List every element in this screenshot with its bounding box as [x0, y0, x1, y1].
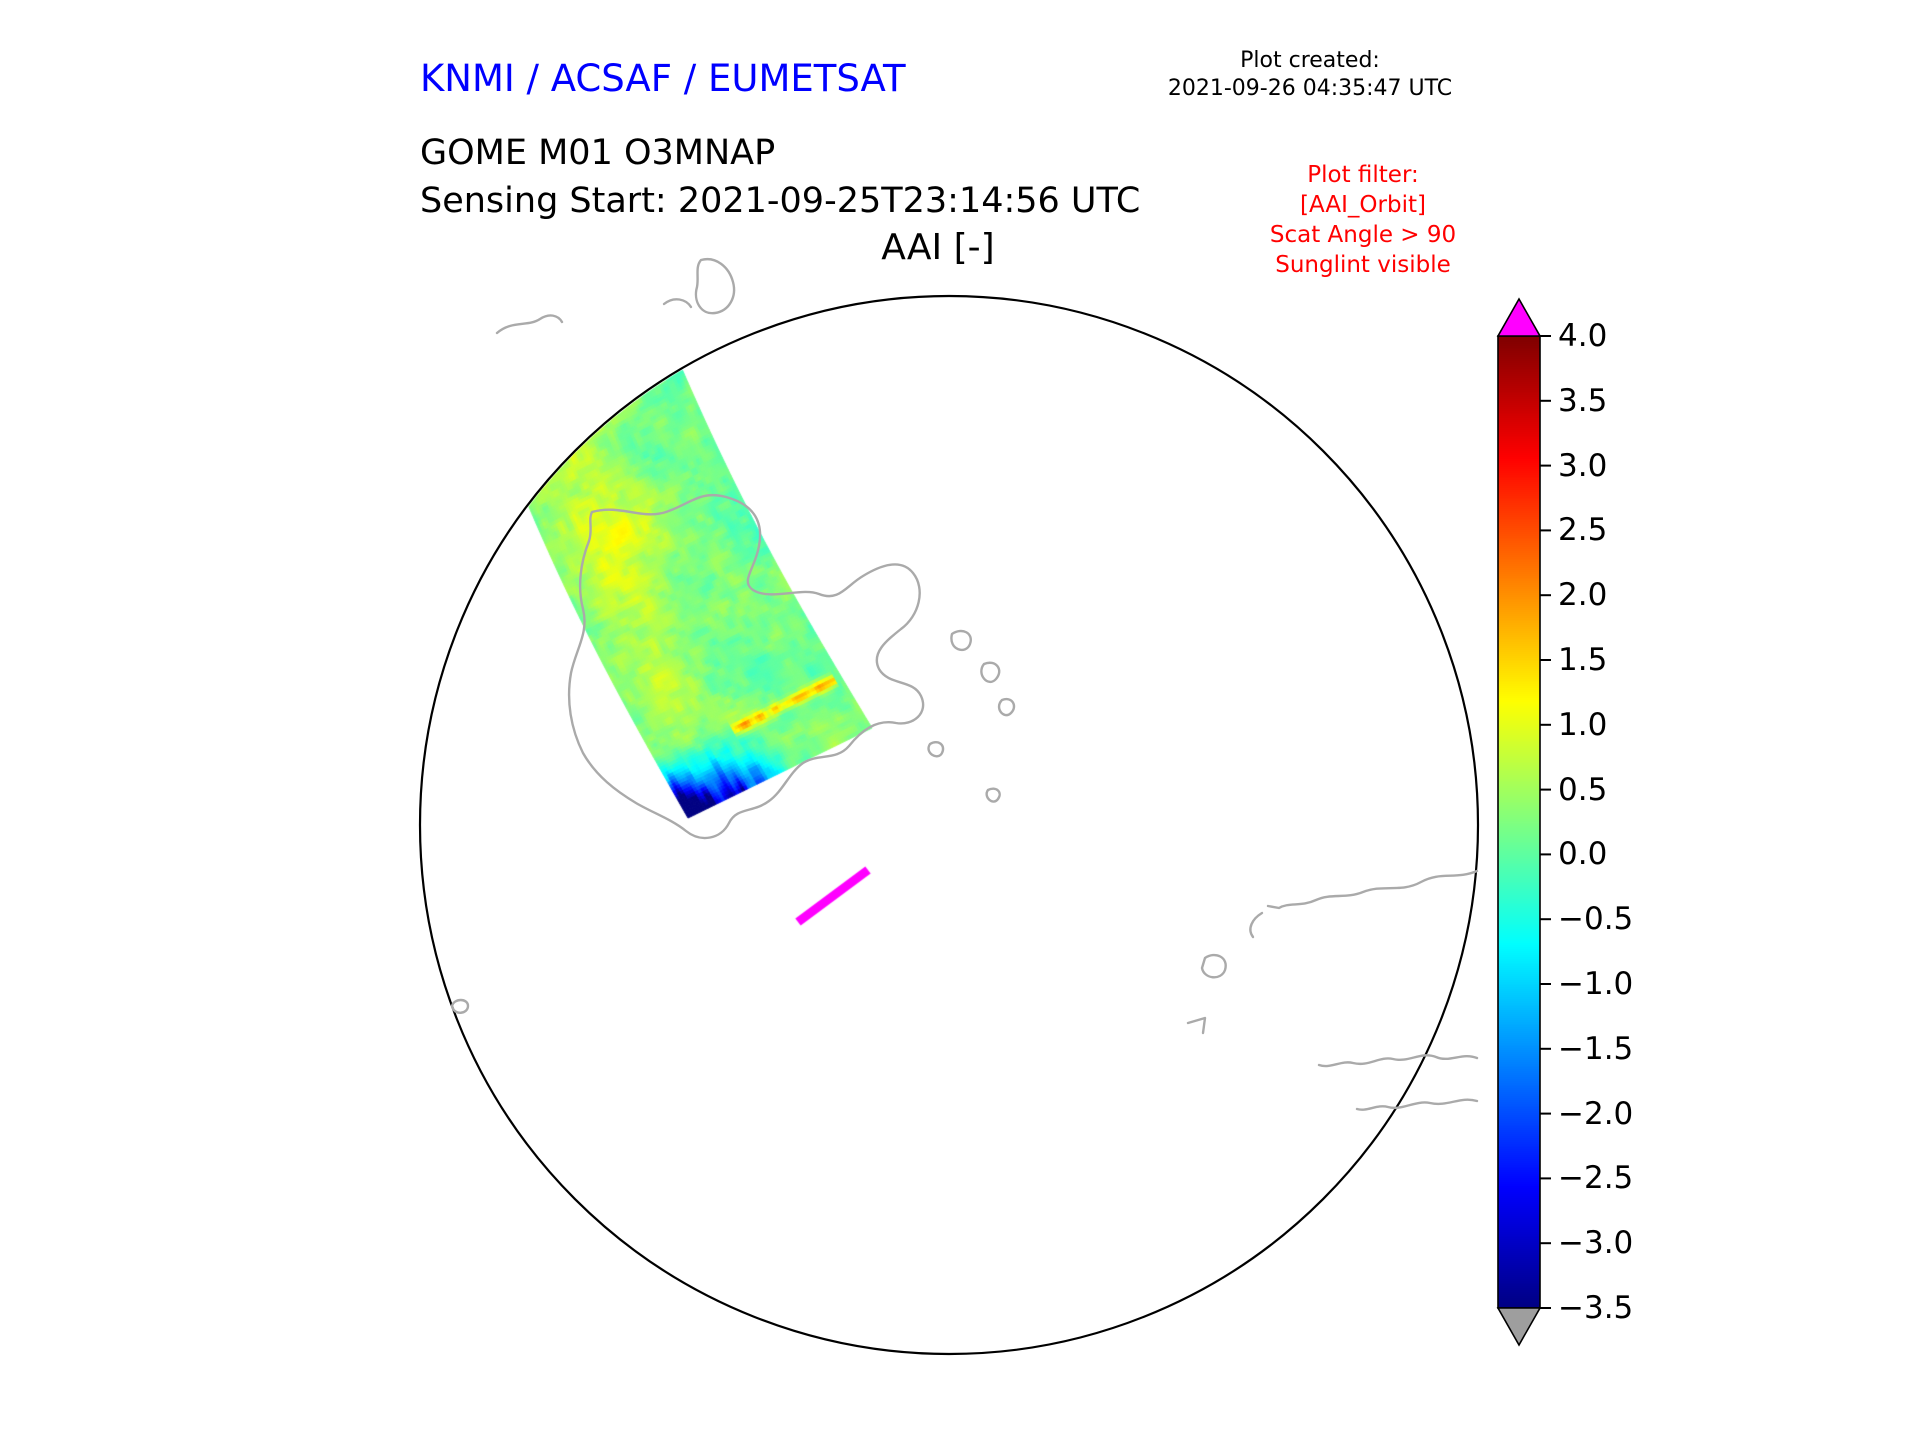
sensing-start: Sensing Start: 2021-09-25T23:14:56 UTC [420, 181, 1141, 221]
colorbar-tick-label: −1.0 [1558, 966, 1634, 1002]
colorbar-tick-label: −2.5 [1558, 1160, 1634, 1197]
colorbar-tick-label: 0.5 [1558, 771, 1608, 808]
coastline [1249, 911, 1264, 939]
plot-created-block: Plot created: 2021-09-26 04:35:47 UTC [1150, 47, 1470, 103]
coastline [927, 740, 945, 758]
plot-created-label: Plot created: [1240, 48, 1380, 73]
projection-boundary-circle [418, 294, 1480, 1356]
plot-filter-block: Plot filter: [AAI_Orbit] Scat Angle > 90… [1255, 160, 1471, 280]
coastline [997, 697, 1016, 717]
coastline [694, 257, 736, 315]
colorbar-tick-label: −2.0 [1558, 1095, 1634, 1132]
product-title: GOME M01 O3MNAP [420, 133, 776, 173]
coastline [980, 661, 1001, 684]
filter-line-orbit: [AAI_Orbit] [1300, 192, 1426, 218]
chart-title: AAI [-] [881, 227, 995, 268]
coastline [567, 493, 925, 840]
colorbar-tick-label: −3.0 [1558, 1225, 1634, 1262]
coastline [985, 787, 1001, 803]
colorbar-tick-label: 2.0 [1558, 577, 1608, 614]
filter-line-title: Plot filter: [1307, 162, 1419, 188]
org-title: KNMI / ACSAF / EUMETSAT [420, 57, 906, 100]
colorbar-tick-label: 2.5 [1558, 512, 1608, 549]
colorbar-tick-label: 1.5 [1558, 642, 1608, 678]
colorbar-tick-label: 0.0 [1558, 836, 1608, 873]
coastline [1355, 1098, 1479, 1111]
colorbar-tick-label: 3.0 [1558, 447, 1608, 484]
filter-line-scat-angle: Scat Angle > 90 [1269, 222, 1457, 248]
filter-line-sunglint: Sunglint visible [1275, 252, 1451, 278]
coastline [1317, 1054, 1479, 1068]
colorbar-gradient [1498, 336, 1540, 1308]
coastline [1266, 869, 1479, 910]
coastline [450, 998, 470, 1014]
colorbar-tick-label: 3.5 [1558, 382, 1608, 419]
colorbar-tick-label: −3.5 [1558, 1290, 1634, 1326]
coastline [1200, 953, 1227, 979]
coastline [662, 298, 693, 309]
colorbar-tick-label: 4.0 [1558, 318, 1608, 354]
coastline [495, 314, 564, 335]
colorbar-tick-label: −0.5 [1558, 901, 1634, 938]
coastline [950, 629, 972, 652]
plot-created-value: 2021-09-26 04:35:47 UTC [1167, 76, 1453, 101]
colorbar-tick-label: −1.5 [1558, 1030, 1634, 1067]
coastline [1186, 1016, 1207, 1035]
colorbar-tick-label: 1.0 [1558, 706, 1608, 743]
